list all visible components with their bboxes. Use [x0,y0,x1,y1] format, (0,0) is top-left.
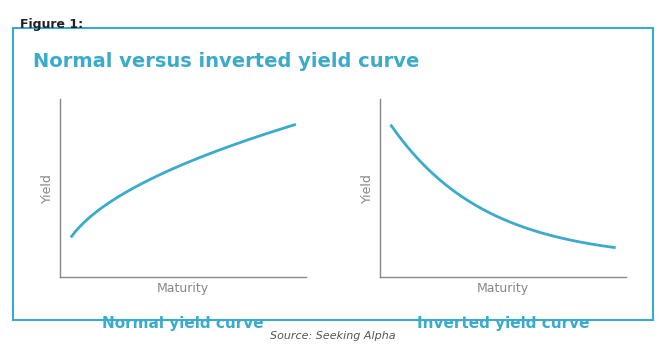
Text: Inverted yield curve: Inverted yield curve [416,316,589,331]
Text: Normal yield curve: Normal yield curve [103,316,264,331]
Y-axis label: Yield: Yield [41,173,55,203]
X-axis label: Maturity: Maturity [157,283,209,295]
Text: Source: Seeking Alpha: Source: Seeking Alpha [270,331,396,341]
Text: Figure 1:: Figure 1: [20,18,83,31]
Y-axis label: Yield: Yield [361,173,374,203]
X-axis label: Maturity: Maturity [477,283,529,295]
Text: Normal versus inverted yield curve: Normal versus inverted yield curve [33,52,419,71]
